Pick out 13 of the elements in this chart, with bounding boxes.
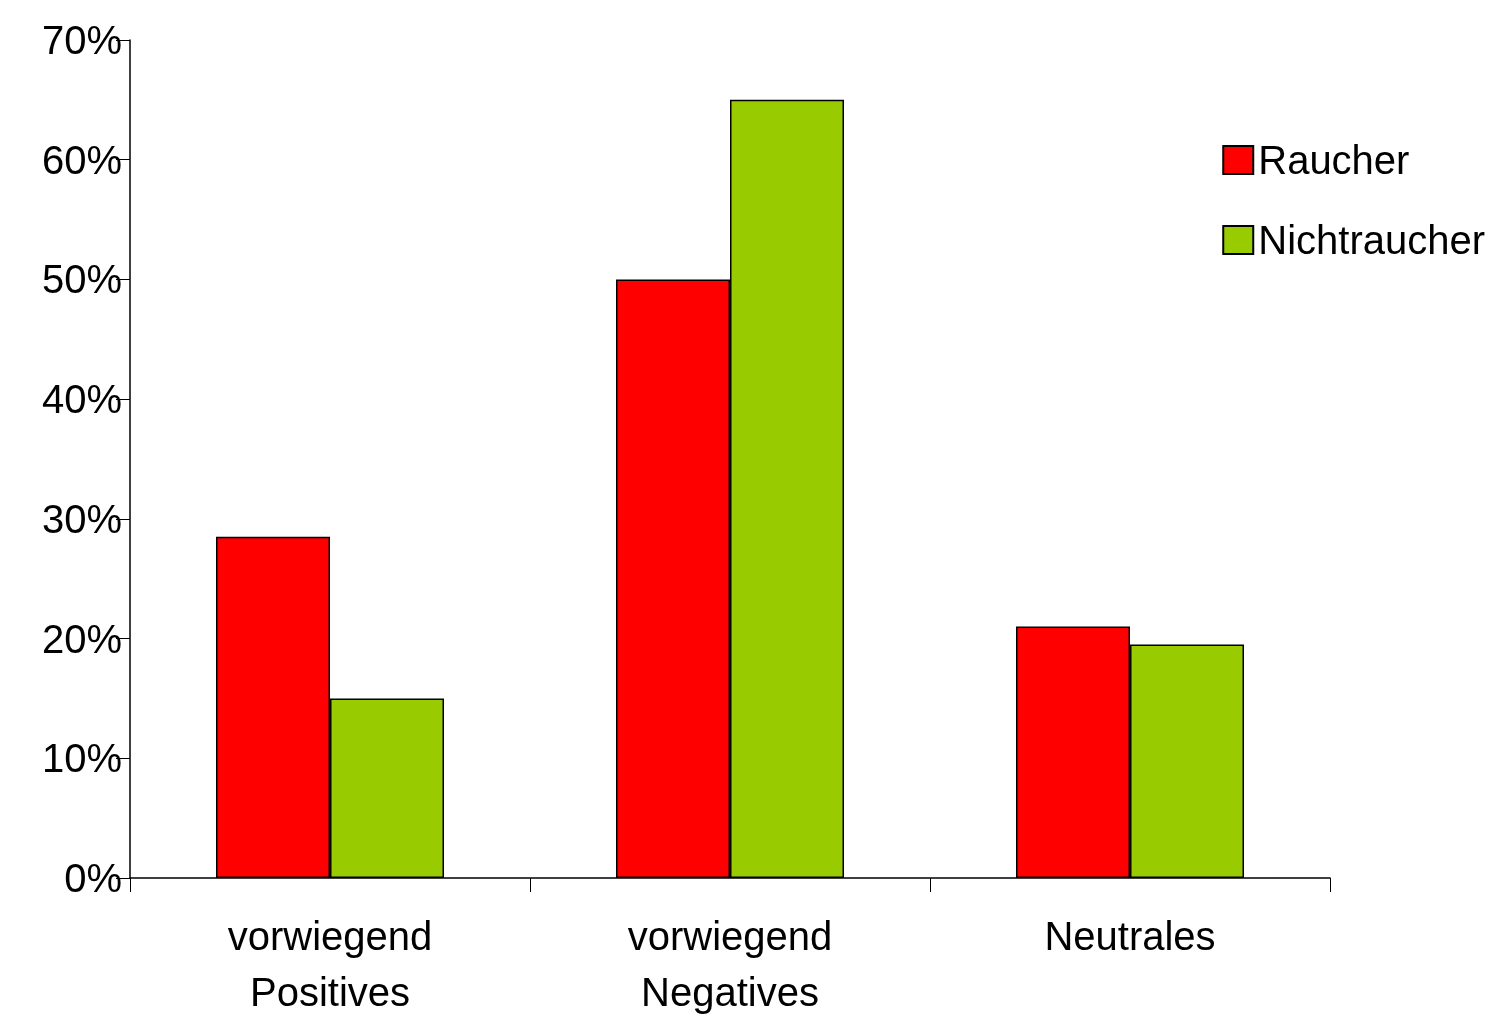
x-tick-label: Neutrales [1044,914,1216,958]
legend-label: Nichtraucher [1258,218,1486,262]
x-tick-label: vorwiegend Negatives [627,914,833,1014]
y-tick-label: 20% [41,616,122,661]
y-tick-label: 40% [41,377,122,422]
y-tick-label: 60% [41,137,122,182]
y-tick-label: 30% [41,496,122,541]
y-tick-label: 0% [64,856,122,900]
y-tick-label: 10% [41,736,122,781]
legend-label: Raucher [1258,138,1410,182]
y-tick-label: 70% [41,18,122,62]
x-tick-label: vorwiegend Positives [227,914,433,1014]
y-tick-label: 50% [41,257,122,302]
